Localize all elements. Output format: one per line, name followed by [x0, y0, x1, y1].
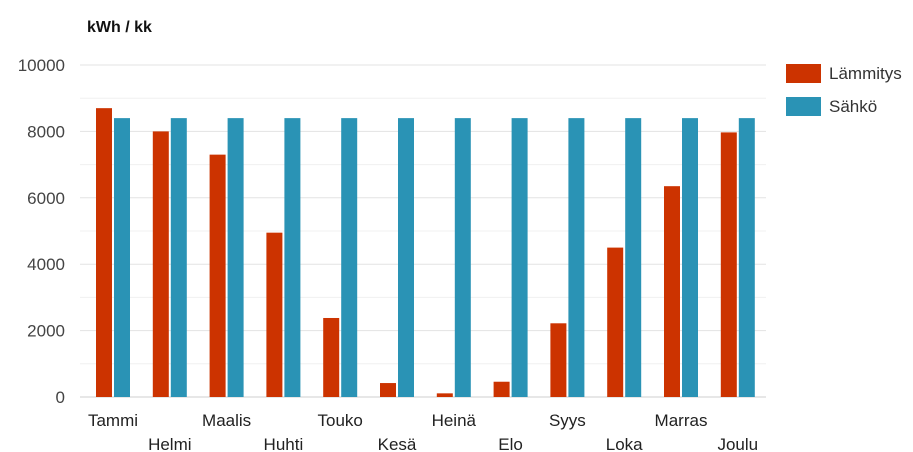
y-tick-label: 10000 [18, 56, 65, 75]
bar-sahko-5[interactable] [398, 118, 414, 398]
x-tick-label: Helmi [148, 435, 191, 452]
legend-swatch[interactable] [786, 97, 821, 116]
bar-sahko-0[interactable] [114, 118, 130, 398]
x-tick-label: Touko [318, 411, 363, 430]
x-tick-label: Elo [498, 435, 523, 452]
bar-lammitys-7[interactable] [493, 381, 510, 397]
x-tick-label: Heinä [432, 411, 477, 430]
bar-sahko-9[interactable] [625, 118, 642, 398]
bar-lammitys-4[interactable] [323, 317, 340, 397]
bar-sahko-3[interactable] [284, 118, 301, 398]
x-tick-label: Maalis [202, 411, 251, 430]
bar-lammitys-11[interactable] [720, 132, 737, 397]
bar-sahko-6[interactable] [454, 118, 471, 398]
x-tick-label: Joulu [717, 435, 758, 452]
bar-lammitys-5[interactable] [380, 383, 396, 397]
y-tick-label: 0 [56, 388, 65, 407]
bar-lammitys-6[interactable] [436, 393, 453, 397]
bar-lammitys-10[interactable] [664, 186, 680, 397]
x-tick-label: Huhti [264, 435, 304, 452]
x-axis-labels: Tammi Helmi Maalis Huhti Touko Kesä Heinä Elo Sy… [88, 411, 758, 452]
chart-title: kWh / kk [87, 19, 152, 36]
bar-lammitys-0[interactable] [96, 108, 112, 397]
bar-lammitys-3[interactable] [266, 232, 283, 397]
bar-sahko-8[interactable] [568, 118, 585, 398]
x-tick-label: Loka [606, 435, 643, 452]
bar-sahko-1[interactable] [170, 118, 187, 398]
x-tick-label: Marras [655, 411, 708, 430]
gridlines [80, 64, 766, 398]
bar-sahko-4[interactable] [341, 118, 358, 398]
x-tick-label: Tammi [88, 411, 138, 430]
bar-sahko-7[interactable] [511, 118, 528, 398]
y-tick-label: 2000 [27, 322, 65, 341]
legend-label[interactable]: Sähkö [829, 97, 877, 116]
bar-lammitys-9[interactable] [607, 247, 624, 397]
legend[interactable]: Lämmitys Sähkö [786, 64, 902, 116]
x-tick-label: Syys [549, 411, 586, 430]
bar-sahko-10[interactable] [682, 118, 698, 398]
x-tick-label: Kesä [378, 435, 417, 452]
y-tick-label: 4000 [27, 255, 65, 274]
bar-sahko-11[interactable] [738, 118, 755, 398]
y-axis-ticks: 0 2000 4000 6000 8000 10000 [18, 56, 65, 407]
bar-lammitys-1[interactable] [152, 131, 169, 397]
bars [96, 108, 755, 398]
bar-lammitys-8[interactable] [550, 323, 567, 397]
y-tick-label: 6000 [27, 189, 65, 208]
y-tick-label: 8000 [27, 122, 65, 141]
legend-label[interactable]: Lämmitys [829, 64, 902, 83]
bar-sahko-2[interactable] [227, 118, 244, 398]
legend-swatch[interactable] [786, 64, 821, 83]
bar-lammitys-2[interactable] [209, 154, 226, 397]
